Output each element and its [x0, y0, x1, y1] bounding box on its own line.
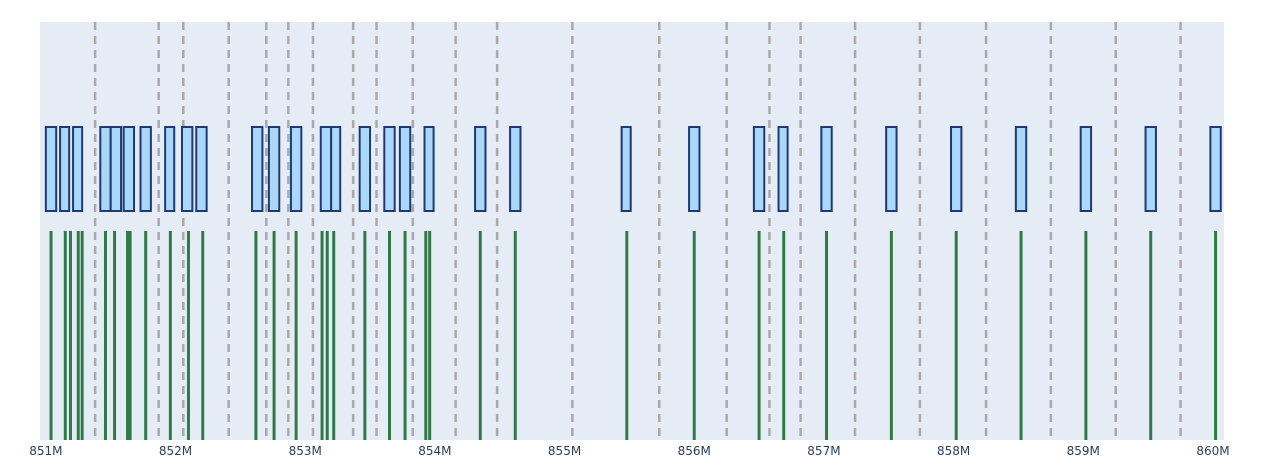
feature-box	[1014, 126, 1028, 212]
feature-box	[181, 126, 194, 212]
feature-box	[398, 126, 412, 212]
feature-box	[820, 126, 833, 212]
x-tick-label: 852M	[159, 444, 192, 458]
x-tick-label: 851M	[29, 444, 62, 458]
feature-box	[289, 126, 303, 212]
feature-box	[423, 126, 435, 212]
feature-box	[1209, 126, 1222, 212]
feature-boxes	[44, 126, 1222, 212]
x-tick-label: 859M	[1067, 444, 1100, 458]
feature-box	[474, 126, 487, 212]
feature-box	[1079, 126, 1093, 212]
feature-box	[1144, 126, 1157, 212]
plot-background	[40, 22, 1224, 440]
feature-box	[777, 126, 789, 212]
x-tick-label: 854M	[418, 444, 451, 458]
feature-box	[44, 126, 58, 212]
feature-box	[139, 126, 152, 212]
feature-box	[885, 126, 898, 212]
x-tick-label: 858M	[937, 444, 970, 458]
x-axis: 851M 852M 853M 854M 855M 856M 857M 858M 859M 860M	[29, 444, 1229, 458]
feature-box	[319, 126, 333, 212]
feature-box	[509, 126, 522, 212]
feature-box	[620, 126, 632, 212]
feature-box	[99, 126, 112, 212]
feature-box	[122, 126, 136, 212]
feature-box	[59, 126, 71, 212]
feature-box	[688, 126, 701, 212]
x-tick-label: 853M	[289, 444, 322, 458]
feature-box	[164, 126, 176, 212]
feature-box	[72, 126, 84, 212]
feature-box	[358, 126, 372, 212]
x-tick-label: 857M	[807, 444, 840, 458]
x-tick-label: 855M	[548, 444, 581, 458]
x-tick-label: 860M	[1196, 444, 1229, 458]
feature-box	[330, 126, 342, 212]
feature-box	[752, 126, 766, 212]
feature-box	[109, 126, 123, 212]
feature-box	[251, 126, 264, 212]
feature-box	[383, 126, 396, 212]
x-tick-label: 856M	[678, 444, 711, 458]
site-lines	[49, 231, 1218, 440]
feature-box	[195, 126, 208, 212]
feature-box	[950, 126, 963, 212]
feature-box	[267, 126, 281, 212]
